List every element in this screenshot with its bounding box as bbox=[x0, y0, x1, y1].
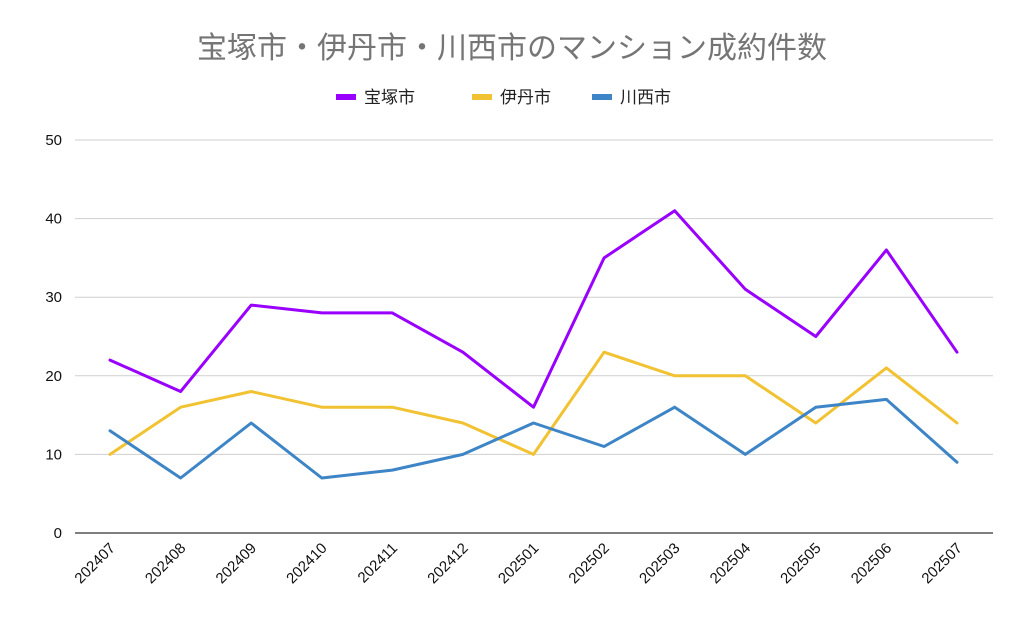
y-tick-label: 10 bbox=[45, 446, 62, 463]
x-tick-label: 202504 bbox=[707, 540, 754, 587]
series-line-0 bbox=[108, 209, 959, 409]
x-tick-label: 202408 bbox=[142, 540, 189, 587]
x-tick-label: 202410 bbox=[283, 540, 330, 587]
legend-swatch bbox=[592, 94, 612, 100]
x-tick-label: 202409 bbox=[213, 540, 260, 587]
series-line-2 bbox=[108, 397, 959, 480]
x-tick-label: 202411 bbox=[355, 540, 402, 587]
legend: 宝塚市 伊丹市 川西市 bbox=[336, 88, 671, 108]
x-tick-label: 202503 bbox=[636, 540, 683, 587]
y-tick-label: 40 bbox=[45, 211, 62, 228]
legend-swatch bbox=[472, 94, 492, 100]
x-tick-label: 202506 bbox=[848, 540, 895, 587]
x-tick-label: 202501 bbox=[495, 540, 542, 587]
y-tick-label: 0 bbox=[54, 525, 62, 542]
x-tick-label: 202412 bbox=[424, 540, 471, 587]
gridlines bbox=[75, 139, 993, 534]
legend-label: 川西市 bbox=[620, 88, 671, 108]
x-tick-label: 202505 bbox=[777, 540, 824, 587]
legend-label: 伊丹市 bbox=[500, 88, 551, 108]
y-tick-label: 30 bbox=[45, 289, 62, 306]
series-lines bbox=[108, 209, 959, 480]
legend-swatch bbox=[336, 94, 356, 100]
chart-title: 宝塚市・伊丹市・川西市のマンション成約件数 bbox=[197, 31, 827, 66]
series-line-1 bbox=[108, 350, 959, 456]
y-axis-ticks: 0 10 20 30 40 50 bbox=[45, 132, 62, 542]
x-tick-label: 202507 bbox=[918, 540, 965, 587]
legend-label: 宝塚市 bbox=[364, 88, 415, 108]
y-tick-label: 20 bbox=[45, 368, 62, 385]
x-tick-label: 202502 bbox=[565, 540, 612, 587]
y-tick-label: 50 bbox=[45, 132, 62, 149]
x-axis-ticks: 202407 202408 202409 202410 202411 202412 2025… bbox=[71, 540, 965, 587]
x-tick-label: 202407 bbox=[71, 540, 118, 587]
